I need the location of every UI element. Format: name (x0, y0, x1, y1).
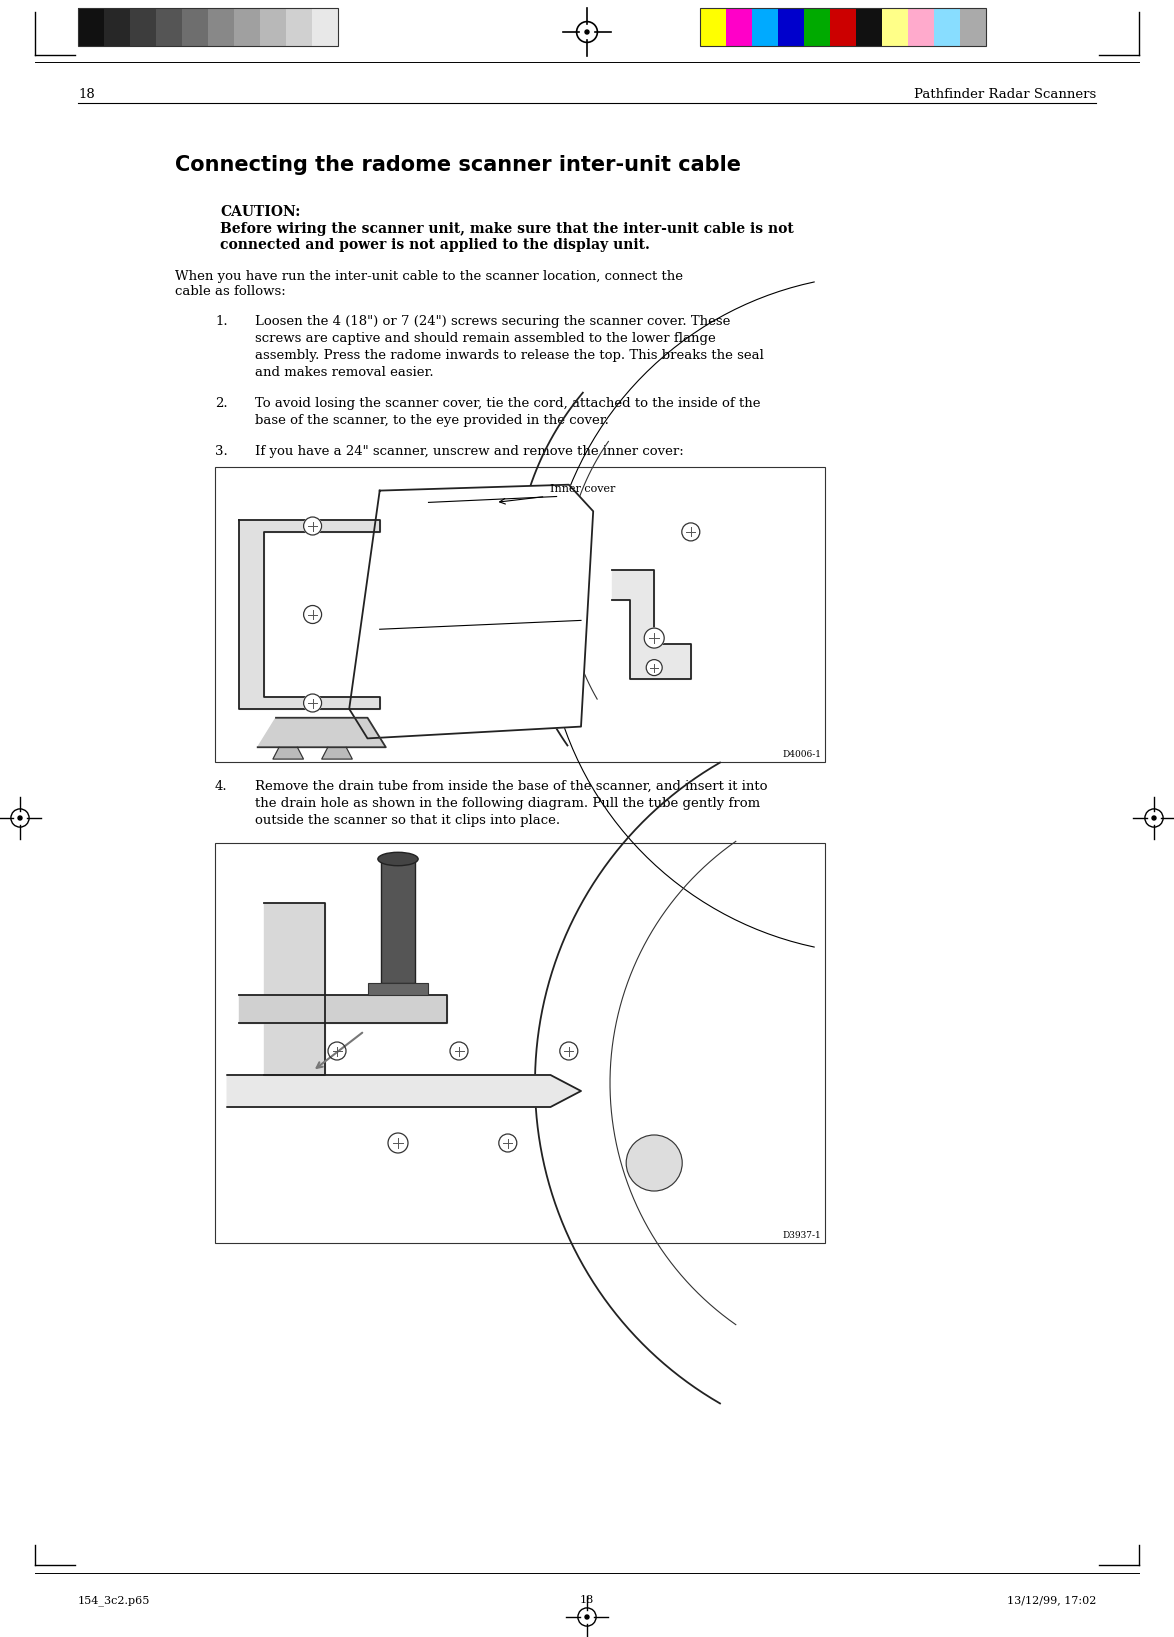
Polygon shape (264, 904, 325, 1076)
Text: 154_3c2.p65: 154_3c2.p65 (77, 1594, 150, 1606)
Text: 2.: 2. (215, 398, 228, 409)
Text: 13/12/99, 17:02: 13/12/99, 17:02 (1006, 1594, 1097, 1604)
Bar (215, 467, 825, 761)
Text: cable as follows:: cable as follows: (175, 285, 285, 298)
Text: To avoid losing the scanner cover, tie the cord, attached to the inside of the: To avoid losing the scanner cover, tie t… (255, 398, 761, 409)
Bar (259, 8, 286, 46)
Polygon shape (239, 521, 379, 709)
Bar (935, 8, 960, 46)
Bar (700, 8, 986, 46)
Circle shape (682, 522, 700, 540)
Text: Inner cover: Inner cover (551, 483, 616, 493)
Circle shape (328, 1043, 346, 1061)
Text: When you have run the inter-unit cable to the scanner location, connect the: When you have run the inter-unit cable t… (175, 270, 683, 283)
Bar (286, 8, 312, 46)
Polygon shape (322, 746, 352, 760)
Bar (700, 8, 726, 46)
Circle shape (304, 694, 322, 712)
Bar (726, 8, 753, 46)
Text: and makes removal easier.: and makes removal easier. (255, 367, 433, 380)
Bar (382, 859, 414, 982)
Bar (312, 8, 338, 46)
Text: the drain hole as shown in the following diagram. Pull the tube gently from: the drain hole as shown in the following… (255, 797, 760, 810)
Text: Connecting the radome scanner inter-unit cable: Connecting the radome scanner inter-unit… (175, 156, 741, 175)
Bar (753, 8, 778, 46)
Polygon shape (349, 485, 593, 738)
Bar (156, 8, 182, 46)
Bar (830, 8, 856, 46)
Text: Before wiring the scanner unit, make sure that the inter-unit cable is not: Before wiring the scanner unit, make sur… (220, 223, 794, 236)
Circle shape (304, 517, 322, 535)
Bar (182, 8, 208, 46)
Circle shape (626, 1134, 682, 1192)
Bar (367, 982, 429, 995)
Text: Remove the drain tube from inside the base of the scanner, and insert it into: Remove the drain tube from inside the ba… (255, 779, 768, 792)
Text: Pathfinder Radar Scanners: Pathfinder Radar Scanners (913, 88, 1097, 101)
Circle shape (560, 1043, 578, 1061)
Bar (77, 8, 104, 46)
Text: connected and power is not applied to the display unit.: connected and power is not applied to th… (220, 237, 650, 252)
Text: D4006-1: D4006-1 (782, 750, 821, 760)
Bar (804, 8, 830, 46)
Polygon shape (272, 746, 303, 760)
Bar (104, 8, 130, 46)
Bar (960, 8, 986, 46)
Text: 1.: 1. (215, 314, 228, 327)
Circle shape (1152, 815, 1156, 820)
Text: outside the scanner so that it clips into place.: outside the scanner so that it clips int… (255, 814, 560, 827)
Circle shape (18, 815, 22, 820)
Circle shape (304, 606, 322, 624)
Text: assembly. Press the radome inwards to release the top. This breaks the seal: assembly. Press the radome inwards to re… (255, 349, 764, 362)
Text: If you have a 24" scanner, unscrew and remove the inner cover:: If you have a 24" scanner, unscrew and r… (255, 445, 683, 458)
Text: CAUTION:: CAUTION: (220, 205, 301, 219)
Circle shape (585, 29, 589, 34)
Polygon shape (258, 717, 386, 746)
Circle shape (646, 660, 662, 676)
Bar (234, 8, 259, 46)
Bar (77, 8, 338, 46)
Ellipse shape (378, 853, 418, 866)
Text: 18: 18 (580, 1594, 594, 1604)
Polygon shape (239, 995, 447, 1023)
Text: base of the scanner, to the eye provided in the cover.: base of the scanner, to the eye provided… (255, 414, 609, 427)
Text: screws are captive and should remain assembled to the lower flange: screws are captive and should remain ass… (255, 332, 716, 345)
Text: 18: 18 (77, 88, 95, 101)
Text: Loosen the 4 (18") or 7 (24") screws securing the scanner cover. These: Loosen the 4 (18") or 7 (24") screws sec… (255, 314, 730, 327)
Bar (882, 8, 908, 46)
Polygon shape (228, 1076, 581, 1107)
Bar (215, 843, 825, 1242)
Bar (208, 8, 234, 46)
Circle shape (645, 629, 664, 648)
Text: D3937-1: D3937-1 (782, 1231, 821, 1239)
Circle shape (387, 1133, 409, 1152)
Circle shape (450, 1043, 468, 1061)
Bar (856, 8, 882, 46)
Text: 3.: 3. (215, 445, 228, 458)
Bar (130, 8, 156, 46)
Circle shape (585, 1616, 589, 1619)
Bar (908, 8, 935, 46)
Circle shape (499, 1134, 517, 1152)
Polygon shape (612, 570, 690, 679)
Bar (778, 8, 804, 46)
Text: 4.: 4. (215, 779, 228, 792)
